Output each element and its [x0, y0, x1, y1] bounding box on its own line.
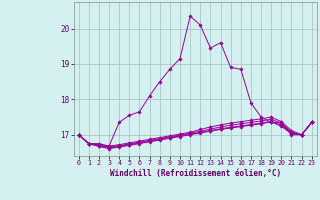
X-axis label: Windchill (Refroidissement éolien,°C): Windchill (Refroidissement éolien,°C): [110, 169, 281, 178]
